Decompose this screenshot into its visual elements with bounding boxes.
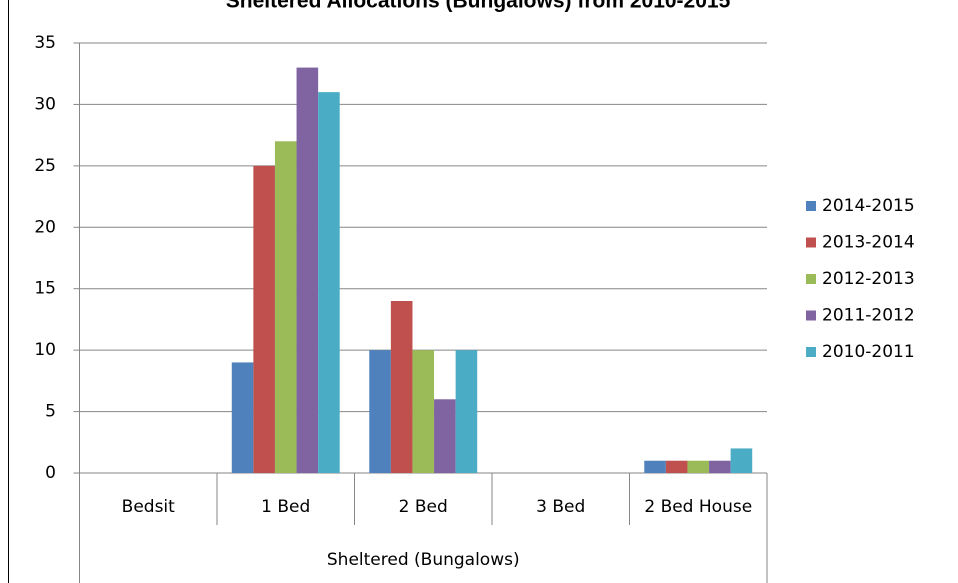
legend-swatch bbox=[806, 347, 816, 357]
bar bbox=[434, 399, 456, 473]
bar bbox=[730, 448, 753, 473]
x-tick-label: 1 Bed bbox=[261, 497, 310, 517]
y-tick-label: 10 bbox=[34, 340, 56, 360]
bar bbox=[644, 460, 666, 473]
bar bbox=[687, 460, 710, 473]
legend-swatch bbox=[806, 201, 816, 211]
bar bbox=[231, 362, 254, 473]
bar bbox=[369, 350, 391, 473]
y-tick-label: 5 bbox=[45, 402, 56, 422]
x-tick-label: Bedsit bbox=[122, 497, 175, 517]
bar bbox=[665, 460, 688, 473]
bar bbox=[709, 460, 731, 473]
legend-label: 2012-2013 bbox=[822, 269, 915, 289]
x-tick-label: 2 Bed bbox=[399, 497, 448, 517]
chart-title: Sheltered Allocations (Bungalows) from 2… bbox=[226, 0, 731, 13]
y-tick-label: 30 bbox=[34, 94, 56, 114]
legend-label: 2014-2015 bbox=[822, 196, 915, 216]
y-tick-label: 15 bbox=[34, 279, 56, 299]
legend-label: 2013-2014 bbox=[822, 233, 915, 253]
bar bbox=[455, 350, 478, 473]
legend-swatch bbox=[806, 310, 816, 321]
bar bbox=[253, 165, 275, 473]
x-tick-label: 3 Bed bbox=[536, 497, 585, 517]
bar bbox=[412, 350, 435, 473]
group-label: Sheltered (Bungalows) bbox=[327, 550, 520, 570]
y-tick-label: 0 bbox=[45, 463, 56, 483]
legend-swatch bbox=[806, 237, 816, 248]
legend-swatch bbox=[806, 274, 816, 284]
x-tick-label: 2 Bed House bbox=[644, 497, 752, 517]
legend-label: 2011-2012 bbox=[822, 306, 915, 326]
y-tick-label: 20 bbox=[34, 217, 56, 237]
bar bbox=[296, 67, 319, 474]
bar bbox=[390, 301, 413, 473]
bar bbox=[274, 141, 297, 474]
y-tick-label: 25 bbox=[34, 156, 56, 176]
y-tick-label: 35 bbox=[34, 33, 56, 53]
legend-label: 2010-2011 bbox=[822, 342, 915, 362]
chart-border bbox=[8, 0, 958, 583]
bar bbox=[318, 92, 340, 474]
